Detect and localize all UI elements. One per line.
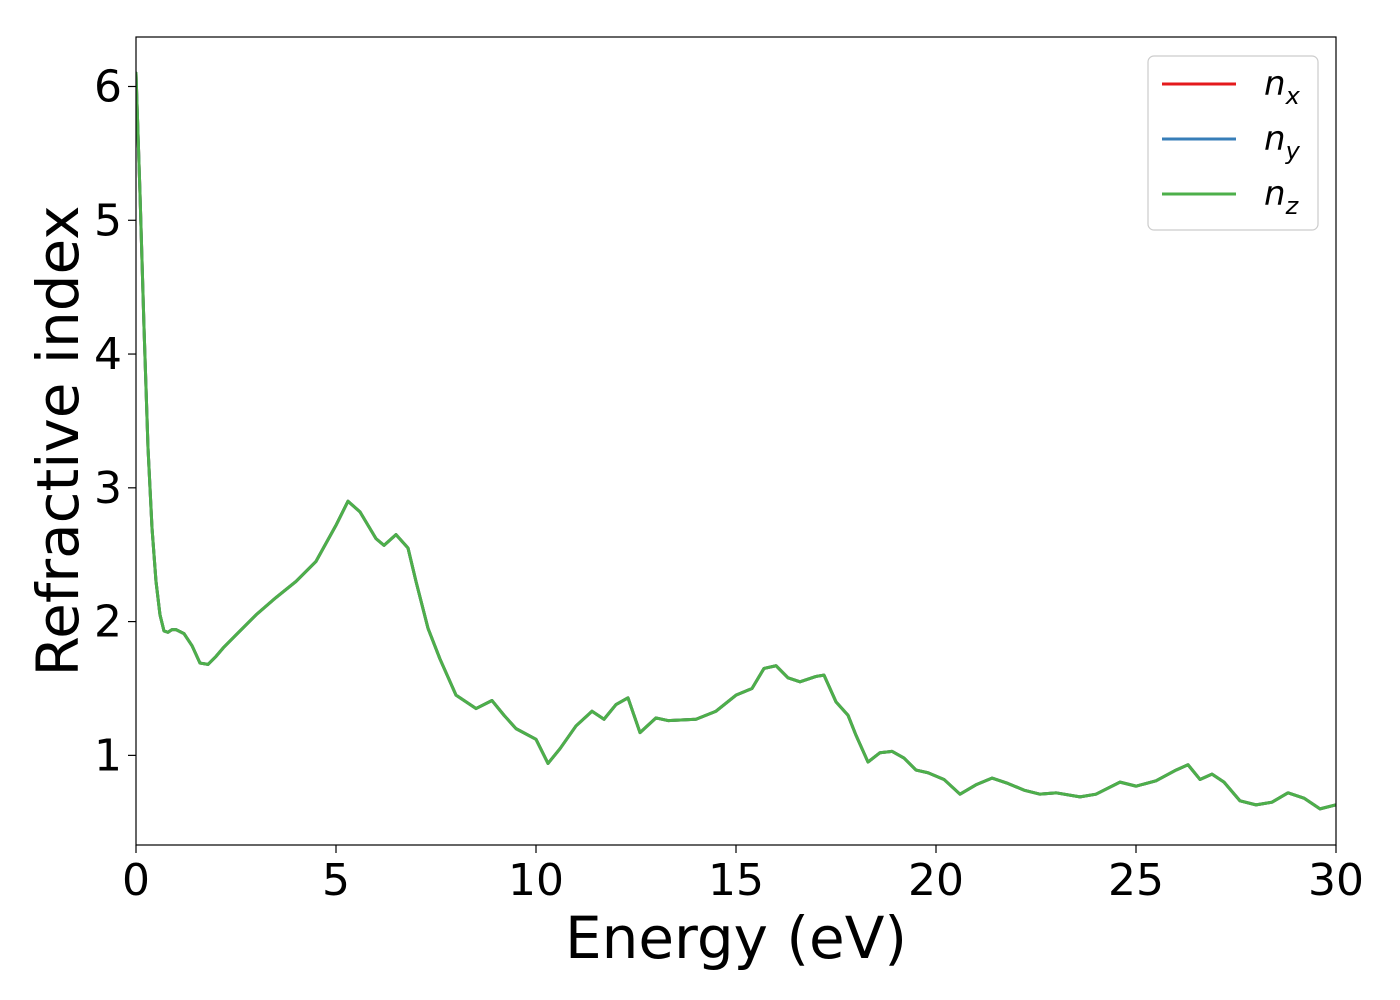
y-tick-label: 2 — [94, 597, 122, 648]
axes: 0 5 10 15 20 25 30 1 2 3 4 5 6 — [94, 36, 1364, 906]
x-tick-label: 0 — [122, 855, 150, 906]
y-tick-label: 5 — [94, 195, 122, 246]
x-axis-label: Energy (eV) — [565, 904, 907, 972]
legend-label-y: ny — [1264, 119, 1301, 165]
legend-box — [1147, 55, 1319, 231]
legend: nx ny nz — [1147, 55, 1319, 231]
y-tick-label: 3 — [94, 463, 122, 514]
x-tick-label: 15 — [708, 855, 764, 906]
plot-area — [136, 71, 1336, 811]
y-tick-label: 1 — [94, 730, 122, 781]
x-tick-label: 5 — [322, 855, 350, 906]
y-tick-label: 4 — [94, 329, 122, 380]
x-tick-label: 30 — [1308, 855, 1364, 906]
legend-label-z: nz — [1264, 174, 1300, 220]
y-tick-label: 6 — [94, 61, 122, 112]
x-tick-label: 25 — [1108, 855, 1164, 906]
x-tick-label: 20 — [908, 855, 964, 906]
y-axis-label: Refractive index — [24, 205, 92, 676]
series-line-z — [136, 71, 1336, 811]
legend-label-x: nx — [1264, 64, 1301, 110]
x-tick-label: 10 — [508, 855, 564, 906]
